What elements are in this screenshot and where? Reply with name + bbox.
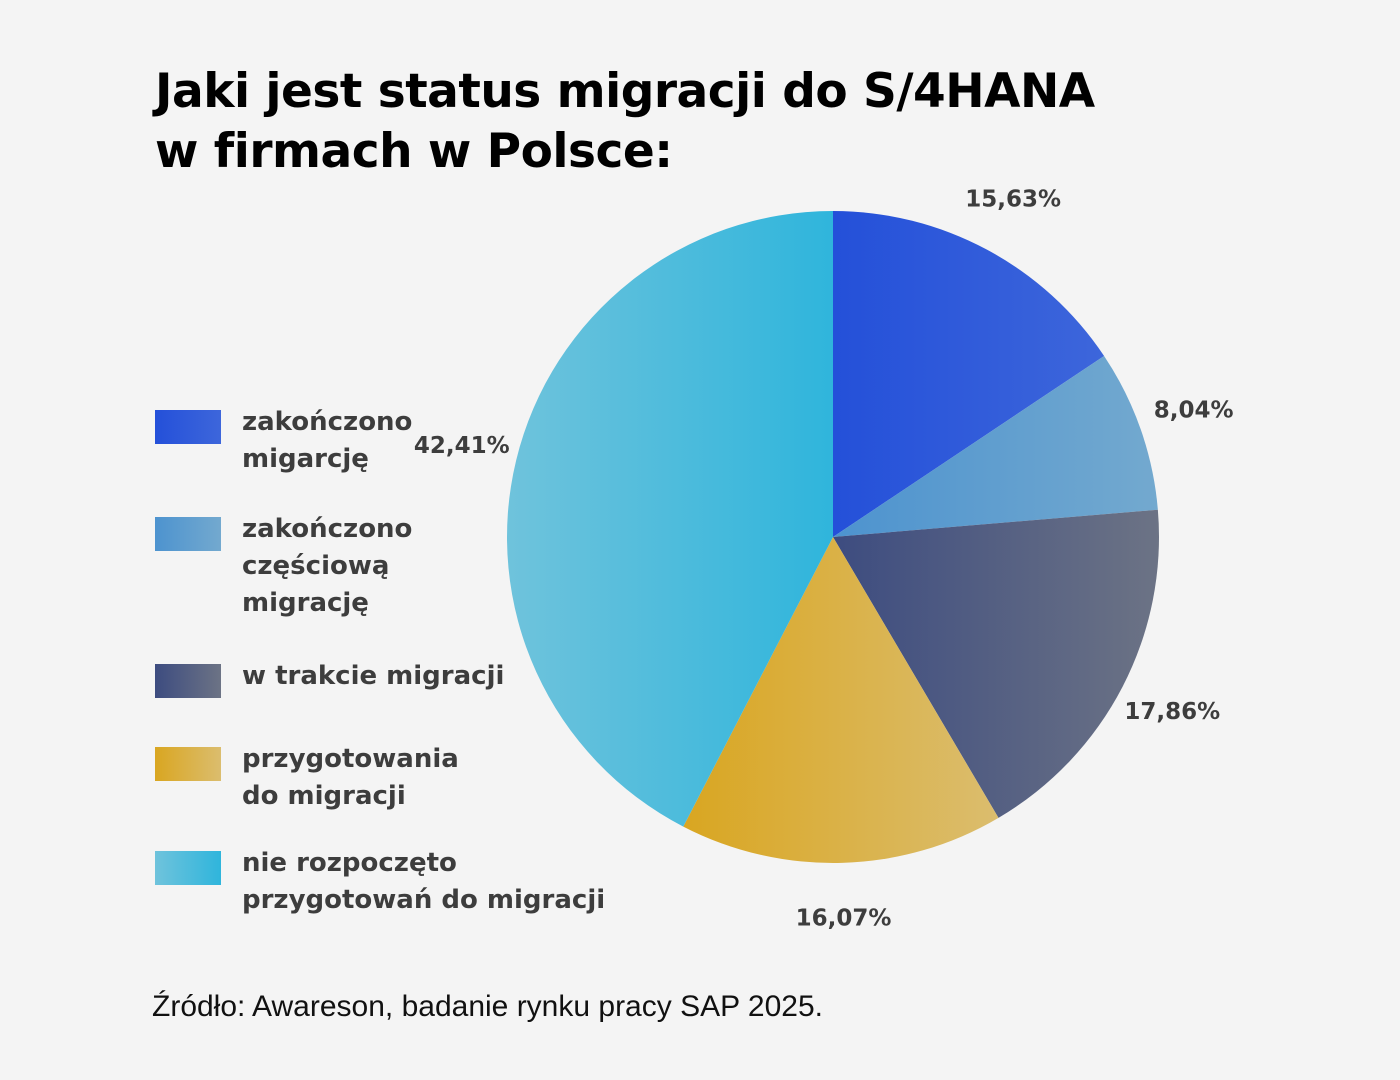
pie-slice-nie-rozpoczeto (507, 211, 833, 827)
pie-slice-przygotowania-do-migracji (683, 537, 999, 863)
legend-label-nie-rozpoczeto: nie rozpoczęto przygotowań do migracji (242, 848, 606, 915)
chart-title: Jaki jest status migracji do S/4HANA w f… (155, 62, 1255, 182)
legend-label-w-trakcie-migracji: w trakcie migracji (242, 661, 505, 691)
chart-title-line-1: Jaki jest status migracji do S/4HANA (155, 64, 1095, 119)
pie-value-labels: 15,63% 8,04% 17,86% 16,07% 42,41% (414, 187, 1234, 932)
pie-slices (507, 211, 1159, 863)
pie-value-label-zakonczono-czesciowa-migracje: 8,04% (1154, 397, 1234, 423)
pie-value-label-w-trakcie-migracji: 17,86% (1124, 699, 1220, 725)
pie-value-label-nie-rozpoczeto: 42,41% (414, 433, 510, 459)
pie-slice-zakonczono-czesciowa-migracje (833, 355, 1158, 537)
legend-swatch-zakonczono-czesciowa-migracje (155, 517, 221, 551)
source-note: Źródło: Awareson, badanie rynku pracy SA… (152, 990, 823, 1023)
legend-swatch-przygotowania-do-migracji (155, 747, 221, 781)
pie-slice-w-trakcie-migracji (833, 509, 1159, 818)
chart-title-line-2: w firmach w Polsce: (155, 124, 673, 179)
legend-label-zakonczono-czesciowa-migracje: zakończono częściową migrację (242, 514, 413, 618)
legend-swatch-w-trakcie-migracji (155, 664, 221, 698)
legend-swatch-zakonczono-migracje (155, 410, 221, 444)
legend-swatch-nie-rozpoczeto (155, 851, 221, 885)
pie-value-label-zakonczono-migracje: 15,63% (965, 187, 1061, 213)
pie-value-label-przygotowania-do-migracji: 16,07% (796, 905, 892, 931)
legend-label-przygotowania-do-migracji: przygotowania do migracji (242, 744, 459, 811)
pie-slice-zakonczono-migracje (833, 211, 1105, 537)
legend-label-zakonczono-migracje: zakończono migarcję (242, 407, 413, 474)
